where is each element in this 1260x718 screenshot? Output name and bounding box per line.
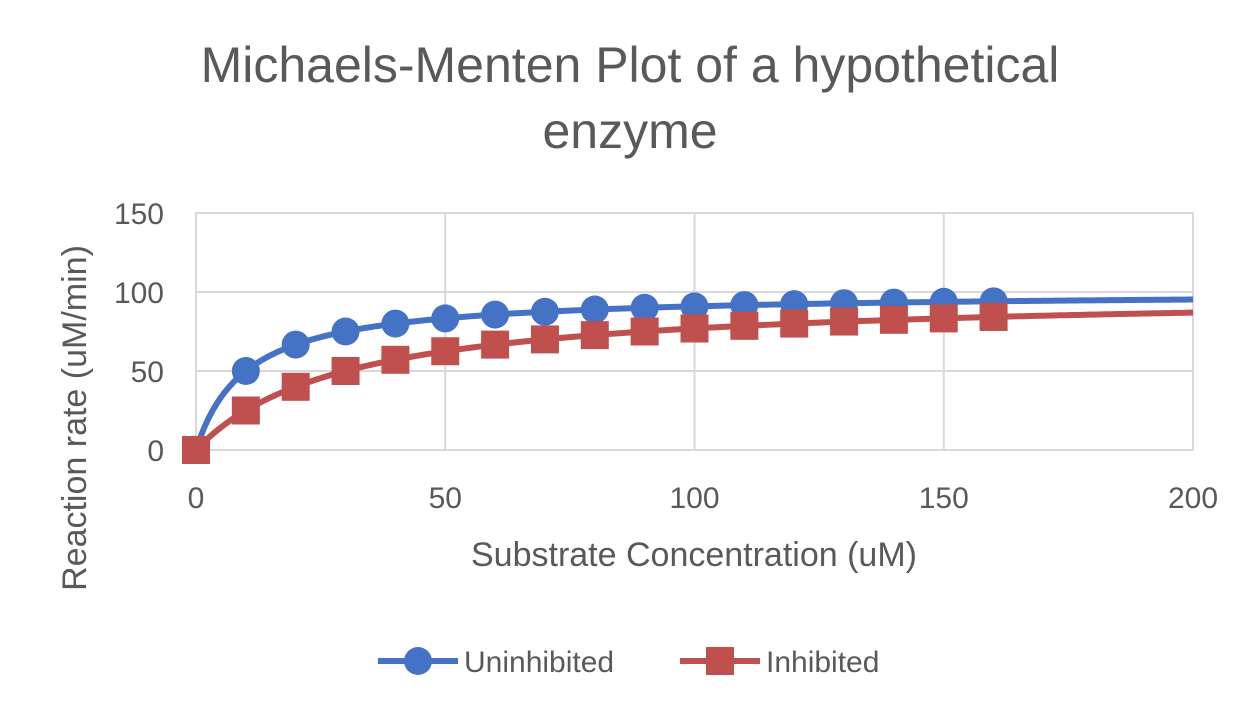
data-point xyxy=(231,396,260,425)
series-layer xyxy=(182,287,1194,464)
data-point xyxy=(879,305,908,334)
data-point xyxy=(431,337,460,366)
y-axis-label: Reaction rate (uM/min) xyxy=(56,245,94,591)
legend-marker xyxy=(706,647,734,675)
data-point xyxy=(630,317,659,346)
data-point xyxy=(780,309,809,338)
data-point xyxy=(830,307,859,336)
chart-title-line-2: enzyme xyxy=(542,103,717,159)
y-tick-label: 0 xyxy=(147,435,164,468)
data-point xyxy=(580,295,609,324)
data-point xyxy=(530,297,559,326)
y-axis-tick-labels: 0 50 100 150 xyxy=(114,198,164,468)
data-point xyxy=(580,321,609,350)
x-axis-label: Substrate Concentration (uM) xyxy=(471,536,917,574)
legend-marker xyxy=(404,647,432,675)
legend-item: Inhibited xyxy=(680,646,879,679)
data-point xyxy=(481,300,510,329)
legend: Uninhibited Inhibited xyxy=(378,646,879,679)
data-point xyxy=(929,304,958,333)
data-point xyxy=(979,302,1008,331)
x-axis-tick-labels: 0 50 100 150 200 xyxy=(188,482,1218,515)
plot-border xyxy=(195,212,1194,451)
data-point xyxy=(182,436,210,464)
y-tick-label: 150 xyxy=(114,198,164,231)
x-tick-label: 0 xyxy=(188,482,205,515)
data-point xyxy=(281,330,310,359)
y-tick-label: 50 xyxy=(131,356,164,389)
data-point xyxy=(680,292,709,321)
series-inhibited xyxy=(182,302,1194,464)
data-point xyxy=(381,309,410,338)
data-point xyxy=(530,325,559,354)
data-point xyxy=(680,314,709,343)
x-tick-label: 200 xyxy=(1168,482,1218,515)
y-tick-label: 100 xyxy=(114,277,164,310)
legend-item: Uninhibited xyxy=(378,646,614,679)
legend-label: Inhibited xyxy=(766,646,879,679)
chart-title-line-1: Michaels-Menten Plot of a hypothetical xyxy=(201,37,1060,93)
x-tick-label: 100 xyxy=(669,482,719,515)
data-point xyxy=(481,330,510,359)
data-point xyxy=(331,317,360,346)
x-tick-label: 50 xyxy=(429,482,462,515)
data-point xyxy=(281,372,310,401)
x-tick-label: 150 xyxy=(919,482,969,515)
legend-label: Uninhibited xyxy=(464,646,614,679)
data-point xyxy=(231,357,260,385)
data-point xyxy=(431,304,460,333)
data-point xyxy=(730,311,759,340)
data-point xyxy=(381,345,410,374)
data-point xyxy=(331,357,360,385)
plot-area xyxy=(195,212,1194,451)
data-point xyxy=(630,293,659,322)
